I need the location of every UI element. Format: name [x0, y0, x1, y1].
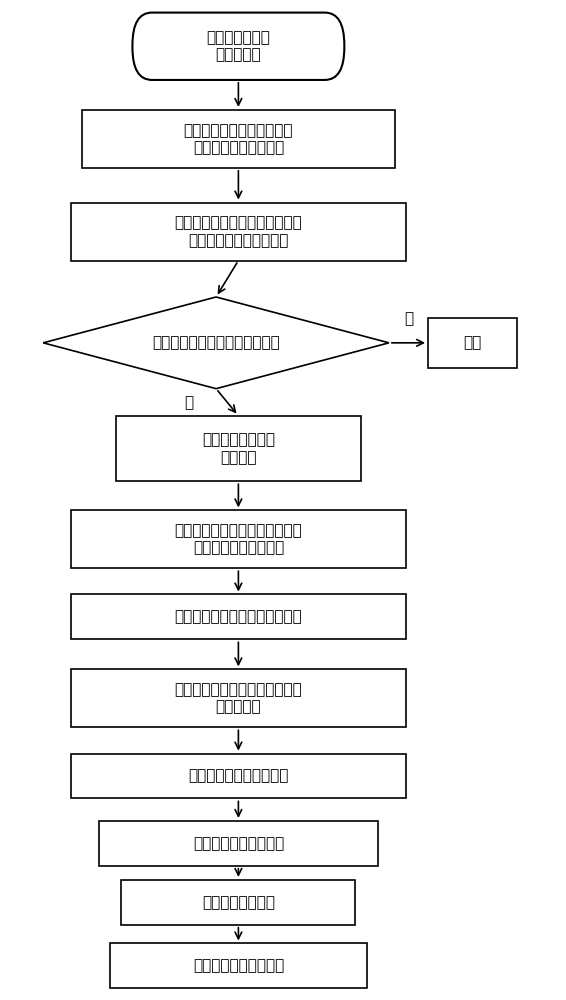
FancyBboxPatch shape [132, 13, 344, 80]
Text: 利用球傅里叶变换，对声场进行
球谐分解，获得球谐系数: 利用球傅里叶变换，对声场进行 球谐分解，获得球谐系数 [174, 215, 302, 248]
Bar [121, 880, 355, 925]
Bar [71, 510, 406, 568]
Bar [115, 416, 361, 481]
Text: 结合线性回归的方法得到传播算
子的估计值: 结合线性回归的方法得到传播算 子的估计值 [174, 682, 302, 715]
Text: 否: 否 [404, 311, 413, 326]
Bar [71, 669, 406, 727]
Bar [428, 318, 517, 368]
Text: 扫描入射声源方向: 扫描入射声源方向 [202, 895, 275, 910]
Bar [71, 594, 406, 639]
Text: 构建正交化的噪声子空间: 构建正交化的噪声子空间 [188, 768, 289, 783]
Text: 多球阵列融合后的
球谐系数: 多球阵列融合后的 球谐系数 [202, 432, 275, 465]
Text: 去除球谐系数中和频率相关分量
得到球傅里叶变换成分: 去除球谐系数中和频率相关分量 得到球傅里叶变换成分 [174, 523, 302, 555]
Text: 建立波达方向的空间谱: 建立波达方向的空间谱 [193, 836, 284, 851]
Bar [110, 943, 367, 988]
Text: 多球阵列采集声
场声压信号: 多球阵列采集声 场声压信号 [207, 30, 271, 62]
Text: 舍弃: 舍弃 [464, 335, 482, 350]
Text: 采用离散傅里叶变换，获得
声场的频率空间域模型: 采用离散傅里叶变换，获得 声场的频率空间域模型 [183, 123, 293, 155]
Text: 模态强度最大值对应的球谐系数: 模态强度最大值对应的球谐系数 [152, 335, 280, 350]
Bar [82, 110, 395, 168]
Bar [71, 202, 406, 261]
Text: 构建球傅里叶变换成分的交叉谱: 构建球傅里叶变换成分的交叉谱 [174, 609, 302, 624]
Bar [99, 821, 378, 866]
Polygon shape [43, 297, 389, 389]
Text: 声源信号的波达方向角: 声源信号的波达方向角 [193, 958, 284, 973]
Bar [71, 754, 406, 798]
Text: 是: 是 [185, 395, 194, 410]
